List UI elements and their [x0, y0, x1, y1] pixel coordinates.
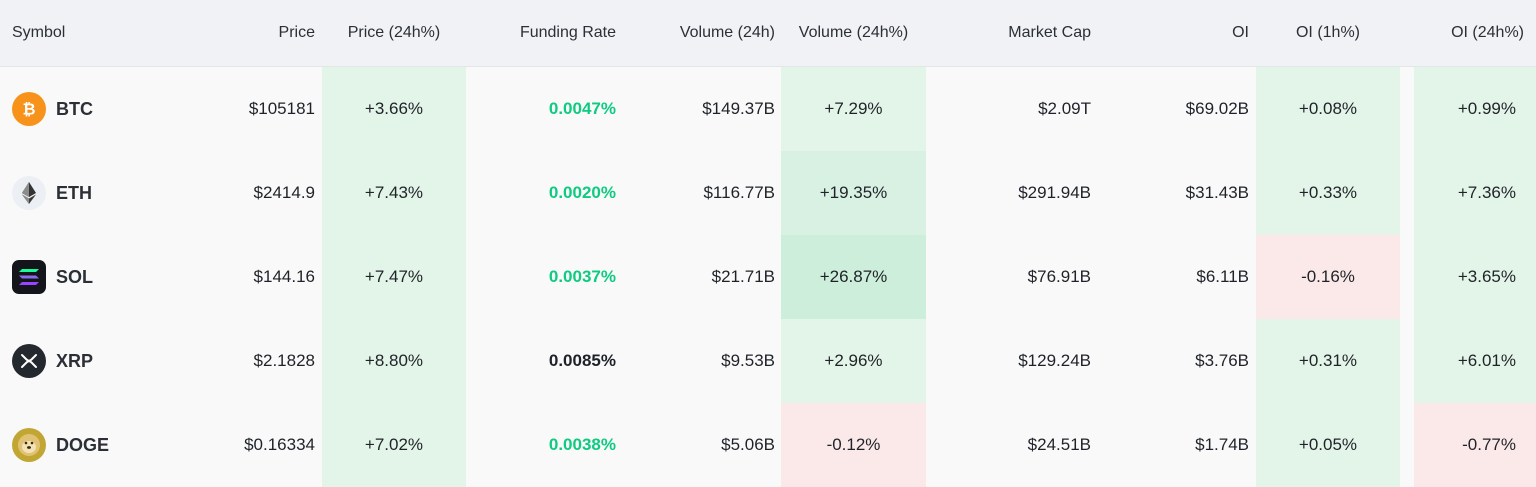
- table-row[interactable]: SOL $144.16 +7.47% 0.0037% $21.71B +26.8…: [0, 235, 1536, 320]
- price-cell: $2.1828: [253, 351, 315, 370]
- volume-24h-pct-cell: +26.87%: [781, 235, 926, 319]
- funding-rate-cell: 0.0020%: [548, 183, 616, 202]
- oi-24h-cell: -0.77%: [1414, 403, 1536, 487]
- oi-1h-cell: +0.33%: [1256, 151, 1400, 235]
- market-cap-cell: $24.51B: [1027, 435, 1091, 454]
- symbol-cell: ₿ BTC: [12, 67, 212, 151]
- oi-24h-cell: +3.65%: [1414, 235, 1536, 319]
- volume-24h-cell: $116.77B: [703, 183, 775, 202]
- price-cell: $0.16334: [244, 435, 315, 454]
- oi-24h-cell: +0.99%: [1414, 67, 1536, 151]
- dogecoin-icon: [12, 428, 46, 462]
- oi-1h-cell: +0.08%: [1256, 67, 1400, 151]
- xrp-icon: [12, 344, 46, 378]
- volume-24h-pct-cell: +7.29%: [781, 67, 926, 151]
- market-cap-cell: $76.91B: [1027, 267, 1091, 286]
- volume-24h-cell: $9.53B: [721, 351, 775, 370]
- funding-rate-cell: 0.0037%: [548, 267, 616, 286]
- volume-24h-cell: $149.37B: [702, 99, 775, 118]
- price-24h-cell: +7.43%: [322, 151, 466, 235]
- symbol-name: BTC: [56, 98, 93, 119]
- table-row[interactable]: ETH $2414.9 +7.43% 0.0020% $116.77B +19.…: [0, 151, 1536, 236]
- solana-icon: [12, 260, 46, 294]
- price-cell: $2414.9: [253, 183, 315, 202]
- oi-24h-cell: +7.36%: [1414, 151, 1536, 235]
- volume-24h-cell: $5.06B: [721, 435, 775, 454]
- column-header-market-cap[interactable]: Market Cap: [1008, 24, 1091, 41]
- column-header-oi-24h[interactable]: OI (24h%): [1451, 24, 1524, 41]
- volume-24h-cell: $21.71B: [711, 267, 775, 286]
- symbol-name: ETH: [56, 182, 92, 203]
- oi-cell: $69.02B: [1185, 99, 1249, 118]
- price-24h-cell: +8.80%: [322, 319, 466, 403]
- oi-1h-cell: -0.16%: [1256, 235, 1400, 319]
- oi-cell: $6.11B: [1196, 267, 1249, 286]
- table-row[interactable]: DOGE $0.16334 +7.02% 0.0038% $5.06B -0.1…: [0, 403, 1536, 487]
- oi-cell: $1.74B: [1195, 435, 1249, 454]
- price-24h-cell: +7.02%: [322, 403, 466, 487]
- table-row[interactable]: ₿ BTC $105181 +3.66% 0.0047% $149.37B +7…: [0, 67, 1536, 152]
- symbol-name: DOGE: [56, 434, 110, 455]
- column-header-volume-24h-pct[interactable]: Volume (24h%): [798, 24, 909, 41]
- funding-rate-cell: 0.0047%: [548, 99, 616, 118]
- market-cap-cell: $291.94B: [1018, 183, 1091, 202]
- table-row[interactable]: XRP $2.1828 +8.80% 0.0085% $9.53B +2.96%…: [0, 319, 1536, 404]
- funding-rate-cell: 0.0038%: [548, 435, 616, 454]
- price-cell: $105181: [248, 99, 315, 118]
- column-header-price-24h[interactable]: Price (24h%): [347, 24, 441, 41]
- symbol-cell: XRP: [12, 319, 212, 403]
- price-24h-cell: +7.47%: [322, 235, 466, 319]
- symbol-cell: ETH: [12, 151, 212, 235]
- column-header-oi-1h[interactable]: OI (1h%): [1295, 24, 1360, 41]
- oi-cell: $3.76B: [1195, 351, 1249, 370]
- volume-24h-pct-cell: +19.35%: [781, 151, 926, 235]
- table-header: Symbol Price Price (24h%) Funding Rate V…: [0, 0, 1536, 67]
- column-header-oi[interactable]: OI: [1232, 24, 1249, 41]
- market-cap-cell: $2.09T: [1038, 99, 1091, 118]
- price-cell: $144.16: [253, 267, 315, 286]
- ethereum-icon: [12, 176, 46, 210]
- symbol-cell: DOGE: [12, 403, 212, 487]
- bitcoin-icon: ₿: [12, 92, 46, 126]
- oi-cell: $31.43B: [1185, 183, 1249, 202]
- volume-24h-pct-cell: -0.12%: [781, 403, 926, 487]
- symbol-name: XRP: [56, 350, 94, 371]
- column-header-funding-rate[interactable]: Funding Rate: [519, 24, 616, 41]
- column-header-volume-24h[interactable]: Volume (24h): [679, 24, 775, 41]
- market-cap-cell: $129.24B: [1018, 351, 1091, 370]
- volume-24h-pct-cell: +2.96%: [781, 319, 926, 403]
- oi-24h-cell: +6.01%: [1414, 319, 1536, 403]
- column-header-price[interactable]: Price: [278, 24, 315, 41]
- oi-1h-cell: +0.31%: [1256, 319, 1400, 403]
- symbol-cell: SOL: [12, 235, 212, 319]
- price-24h-cell: +3.66%: [322, 67, 466, 151]
- svg-text:₿: ₿: [22, 100, 35, 119]
- symbol-name: SOL: [56, 266, 94, 287]
- column-header-symbol[interactable]: Symbol: [12, 24, 66, 41]
- funding-rate-cell: 0.0085%: [548, 351, 616, 370]
- oi-1h-cell: +0.05%: [1256, 403, 1400, 487]
